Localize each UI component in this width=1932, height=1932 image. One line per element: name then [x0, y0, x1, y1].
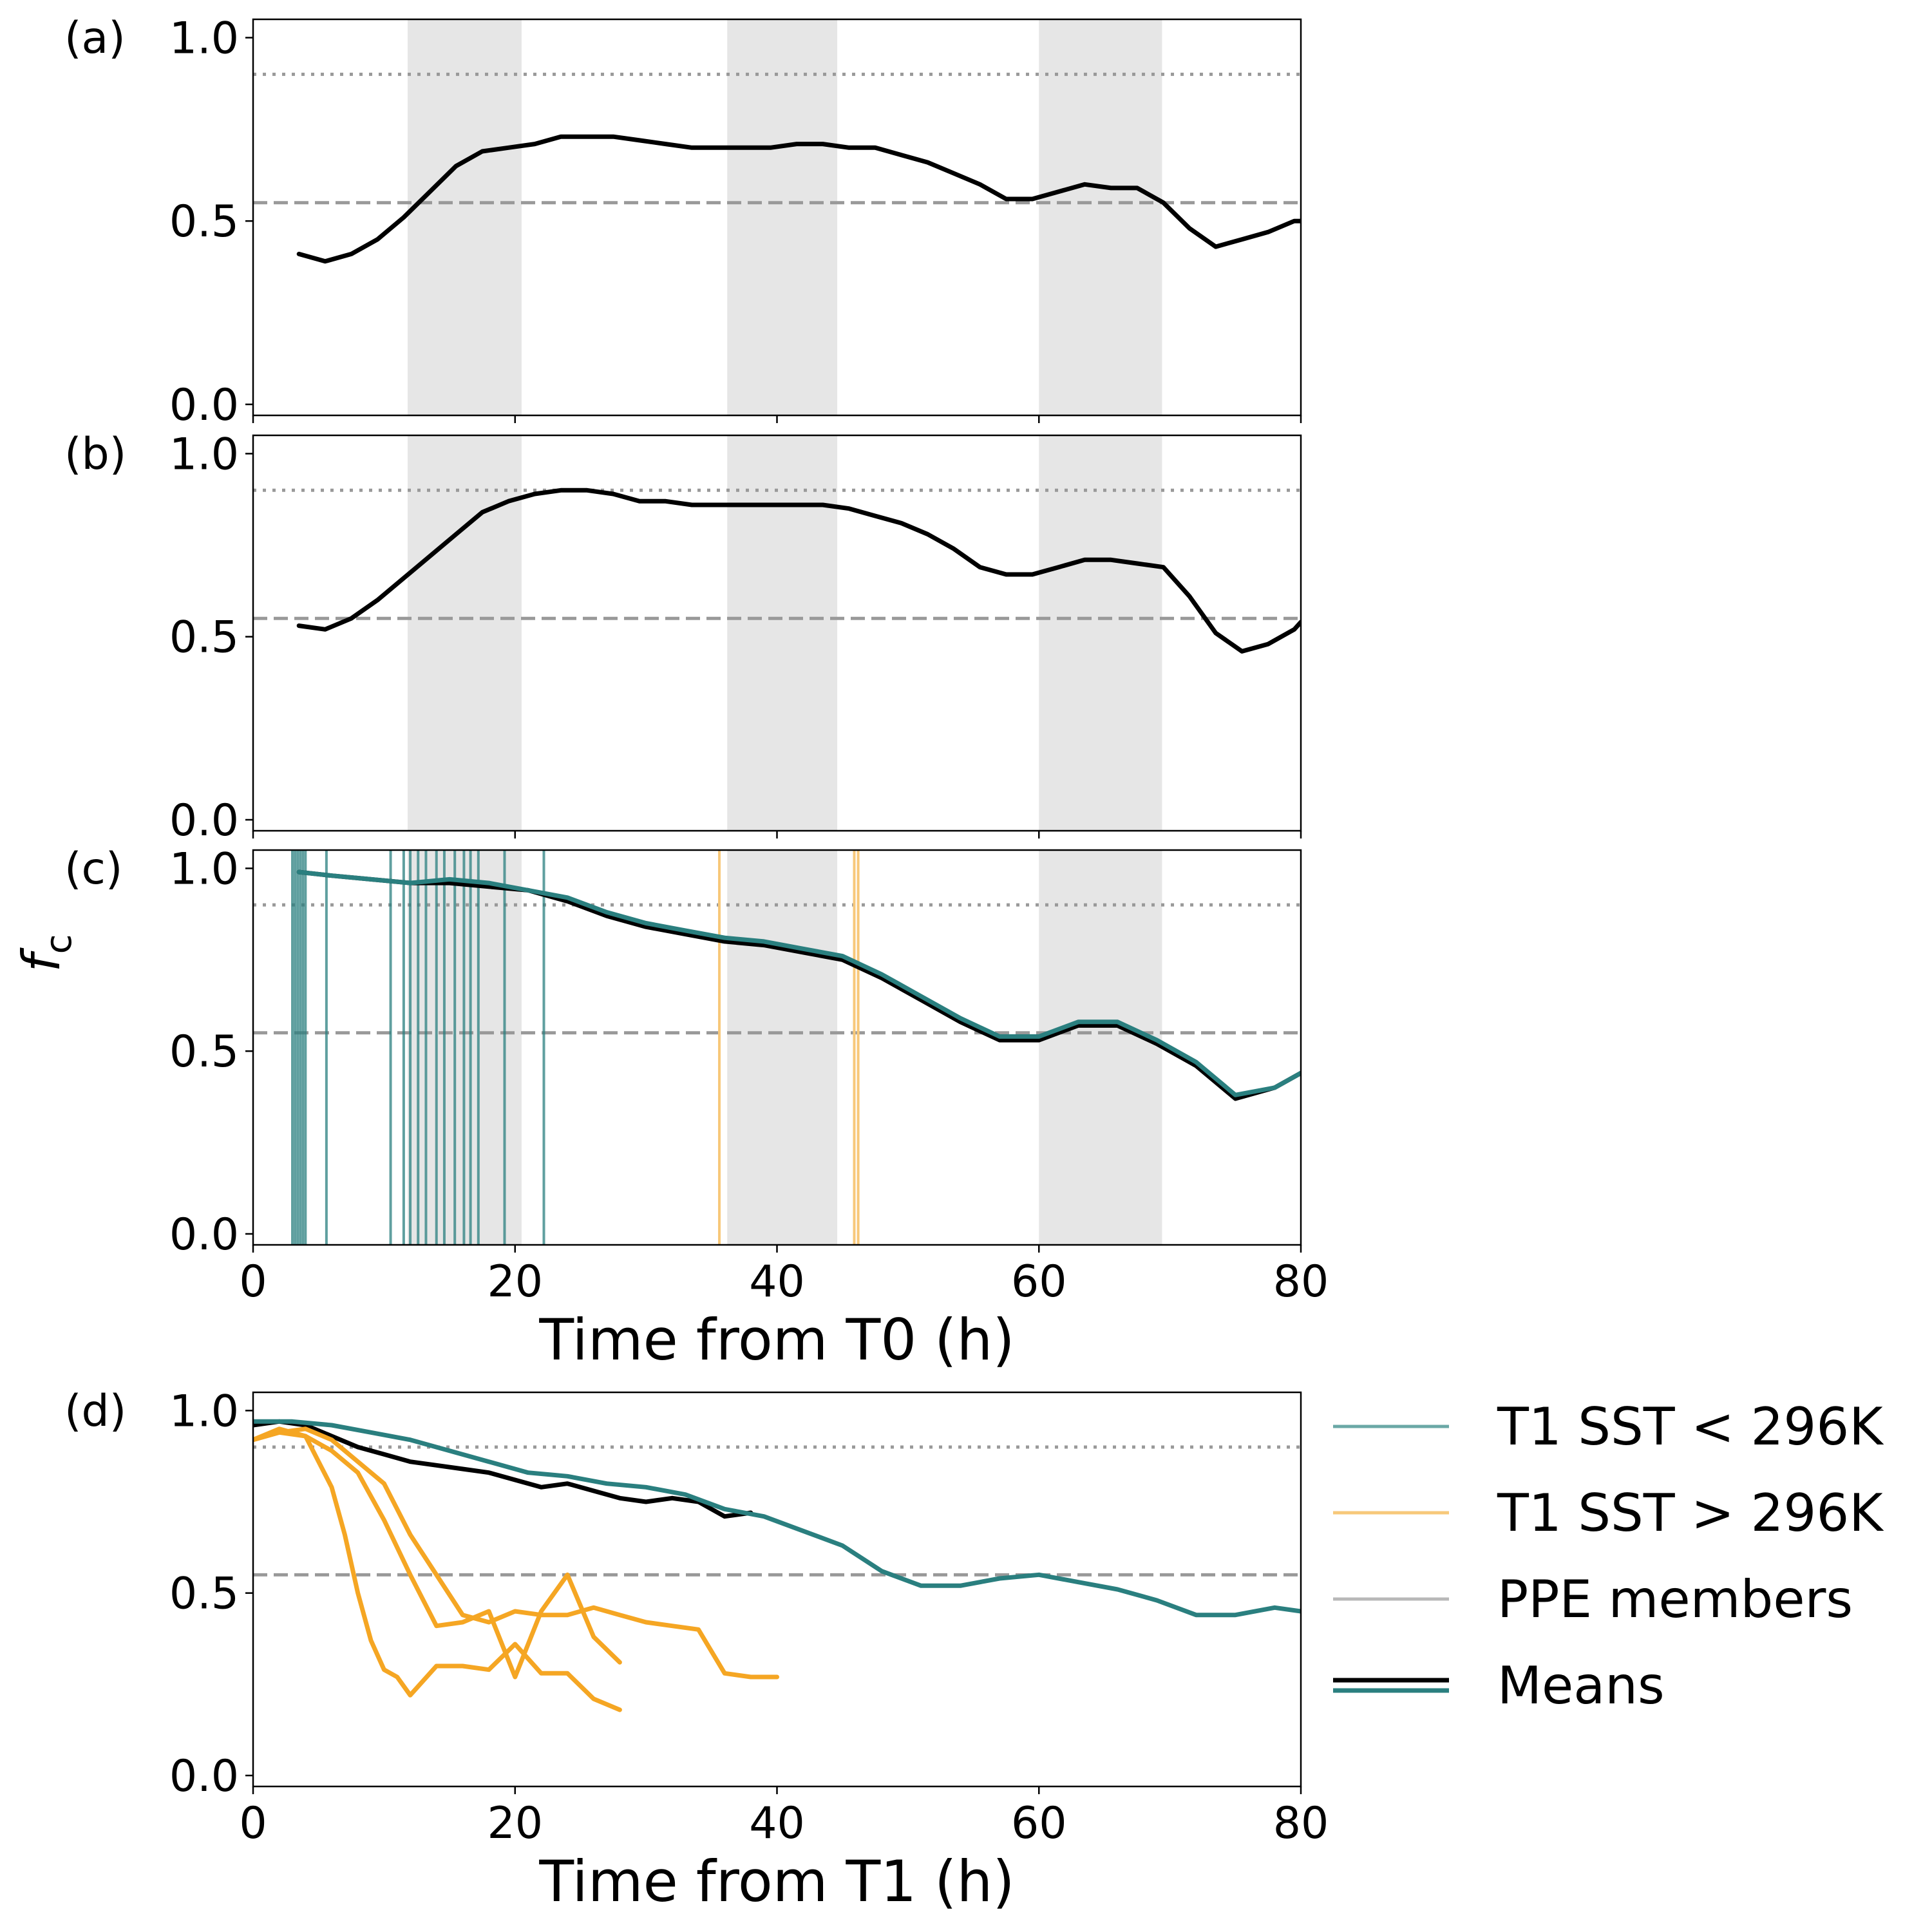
x-tick-label: 80 — [1273, 1798, 1329, 1849]
legend-label: PPE members — [1497, 1569, 1853, 1629]
y-tick-label: 1.0 — [169, 1386, 239, 1437]
shaded-band — [1039, 435, 1162, 831]
shaded-band — [727, 19, 838, 415]
shaded-band — [1039, 850, 1162, 1245]
series-line-orange-member — [253, 1426, 779, 1680]
panel-label: (b) — [64, 429, 126, 480]
series-line-mean — [296, 134, 1301, 264]
shaded-band — [727, 850, 838, 1245]
x-tick-label: 60 — [1011, 1256, 1067, 1307]
shaded-band — [407, 435, 522, 831]
y-axis-label-sub: c — [38, 934, 80, 954]
shaded-band — [407, 19, 522, 415]
legend: T1 SST < 296K T1 SST > 296K PPE members Mea… — [1333, 1397, 1884, 1716]
y-tick-label: 0.5 — [169, 1569, 239, 1620]
legend-label: T1 SST > 296K — [1497, 1483, 1884, 1543]
y-axis-label: fc — [12, 934, 80, 972]
panel-c: 0.0 0.5 1.0 0 20 40 60 80 Time from T0 (h) (c) — [64, 844, 1329, 1373]
series-line-teal-mean — [296, 869, 1301, 1097]
panel-label: (c) — [64, 844, 122, 895]
x-tick-label: 0 — [239, 1256, 267, 1307]
plot-area — [253, 19, 1301, 415]
shaded-band — [1039, 19, 1162, 415]
axes-frame — [252, 1391, 1302, 1788]
series-line-orange-member — [253, 1430, 622, 1680]
x-tick-label: 0 — [239, 1798, 267, 1849]
series-line-teal-mean — [253, 1419, 1301, 1618]
y-tick-label: 0.0 — [169, 795, 239, 846]
y-tick-label: 0.5 — [169, 1027, 239, 1077]
legend-label: T1 SST < 296K — [1497, 1397, 1884, 1457]
x-tick-label: 40 — [749, 1256, 805, 1307]
x-tick-label: 20 — [487, 1798, 543, 1849]
x-tick-label: 80 — [1273, 1256, 1329, 1307]
series-line-mean — [253, 1419, 753, 1519]
panel-a: 0.0 0.5 1.0 (a) — [64, 13, 1302, 431]
y-tick-label: 0.0 — [169, 1751, 239, 1802]
legend-item: Means — [1333, 1656, 1665, 1716]
y-tick-label: 0.0 — [169, 1209, 239, 1260]
legend-item: T1 SST > 296K — [1333, 1483, 1884, 1543]
series-line-orange-member — [253, 1426, 622, 1712]
series-line-mean — [296, 488, 1301, 654]
plot-area — [253, 435, 1301, 831]
panel-label: (a) — [64, 13, 126, 64]
x-axis-label: Time from T0 (h) — [538, 1307, 1014, 1373]
plot-area — [253, 1419, 1301, 1712]
shaded-band — [727, 435, 838, 831]
series-line-mean — [296, 869, 1301, 1101]
y-tick-label: 1.0 — [169, 13, 239, 64]
legend-item: PPE members — [1333, 1569, 1853, 1629]
panel-label: (d) — [64, 1386, 126, 1437]
y-tick-label: 0.0 — [169, 380, 239, 431]
x-axis-label: Time from T1 (h) — [538, 1848, 1014, 1915]
panel-b: 0.0 0.5 1.0 (b) — [64, 429, 1302, 846]
y-tick-label: 0.5 — [169, 612, 239, 663]
x-tick-label: 60 — [1011, 1798, 1067, 1849]
x-tick-label: 40 — [749, 1798, 805, 1849]
legend-label: Means — [1497, 1656, 1665, 1716]
panel-d: 0.0 0.5 1.0 0 20 40 60 80 Time from T1 (h) (d) — [64, 1386, 1329, 1915]
x-tick-label: 20 — [487, 1256, 543, 1307]
y-tick-label: 0.5 — [169, 196, 239, 247]
plot-area — [253, 850, 1301, 1245]
y-tick-label: 1.0 — [169, 844, 239, 895]
y-tick-label: 1.0 — [169, 429, 239, 480]
legend-item: T1 SST < 296K — [1333, 1397, 1884, 1457]
